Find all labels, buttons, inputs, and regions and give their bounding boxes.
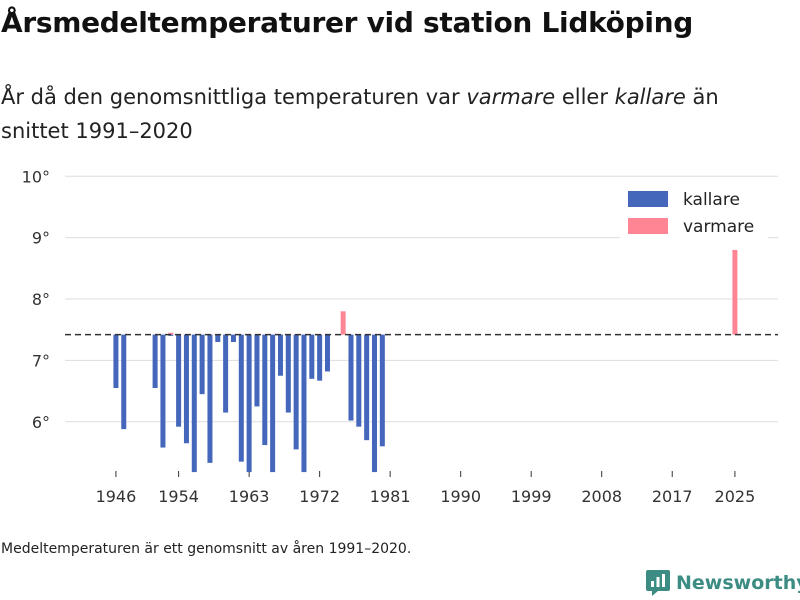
legend-label-kallare: kallare [683, 190, 740, 210]
x-tick-label-2008: 2008 [581, 487, 622, 506]
bar-kallare-1966 [270, 334, 276, 473]
bar-kallare-1956 [191, 334, 197, 473]
y-tick-label-10: 10° [22, 167, 50, 186]
bar-kallare-1952 [160, 334, 166, 448]
bar-kallare-1958 [207, 334, 213, 463]
bar-kallare-1959 [215, 334, 221, 342]
legend: kallare varmare [620, 184, 768, 241]
subtitle-part2: eller [555, 85, 615, 109]
legend-swatch-kallare [628, 191, 668, 207]
bar-kallare-1967 [277, 334, 283, 376]
x-axis-ticks: 1946 1954 1963 1972 1981 1990 1999 2008 2017 2025 [96, 471, 756, 506]
chart-title: Årsmedeltemperaturer vid station Lidköpi… [1, 6, 693, 39]
bar-kallare-1951 [152, 334, 158, 389]
x-tick-label-2025: 2025 [715, 487, 756, 506]
bar-kallare-1965 [262, 334, 268, 446]
legend-label-varmare: varmare [683, 217, 754, 237]
bar-kallare-1955 [183, 334, 189, 444]
bar-kallare-1979 [371, 334, 377, 473]
bar-varmare-1975 [340, 311, 346, 335]
bar-kallare-1972 [317, 334, 323, 381]
bar-kallare-1980 [379, 334, 385, 447]
bar-kallare-1962 [238, 334, 244, 462]
bar-kallare-1977 [356, 334, 362, 427]
bar-kallare-1978 [364, 334, 370, 441]
bar-kallare-1969 [293, 334, 299, 450]
bar-varmare-1953 [168, 332, 174, 335]
x-tick-label-1963: 1963 [229, 487, 270, 506]
bar-kallare-1970 [301, 334, 307, 473]
subtitle-warm: varmare [466, 85, 556, 109]
x-tick-label-1981: 1981 [370, 487, 411, 506]
legend-swatch-varmare [628, 218, 668, 234]
bar-kallare-1960 [223, 334, 229, 413]
subtitle-cold: kallare [614, 85, 686, 109]
x-tick-label-1954: 1954 [158, 487, 199, 506]
bar-kallare-1946 [113, 334, 119, 389]
bar-kallare-1963 [246, 334, 252, 473]
footnote: Medeltemperaturen är ett genomsnitt av å… [1, 541, 412, 557]
bar-varmare-2025 [732, 249, 738, 335]
x-tick-label-1999: 1999 [511, 487, 552, 506]
bar-kallare-1947 [121, 334, 127, 430]
newsworthy-brand: Newsworthy [645, 568, 800, 598]
y-tick-label-9: 9° [32, 229, 50, 248]
bar-kallare-1961 [230, 334, 236, 342]
x-tick-label-2017: 2017 [652, 487, 693, 506]
subtitle-part1: År då den genomsnittliga temperaturen va… [1, 85, 467, 109]
y-tick-label-8: 8° [32, 290, 50, 309]
newsworthy-logo-icon [646, 570, 670, 596]
bar-kallare-1957 [199, 334, 205, 395]
bar-kallare-1973 [324, 334, 330, 372]
y-axis-ticks: 6° 7° 8° 9° 10° [22, 167, 50, 431]
bars [113, 249, 738, 473]
bar-kallare-1954 [176, 334, 182, 427]
chart-subtitle: År då den genomsnittliga temperaturen va… [1, 80, 791, 148]
x-tick-label-1946: 1946 [96, 487, 137, 506]
bar-kallare-1976 [348, 334, 354, 421]
x-tick-label-1972: 1972 [299, 487, 340, 506]
y-tick-label-7: 7° [32, 351, 50, 370]
brand-name: Newsworthy [676, 572, 800, 594]
x-tick-label-1990: 1990 [440, 487, 481, 506]
bar-kallare-1964 [254, 334, 260, 407]
bar-kallare-1968 [285, 334, 291, 413]
bar-kallare-1971 [309, 334, 315, 379]
y-tick-label-6: 6° [32, 413, 50, 432]
subtitle-part3: än snittet 1991–2020 [1, 85, 719, 143]
